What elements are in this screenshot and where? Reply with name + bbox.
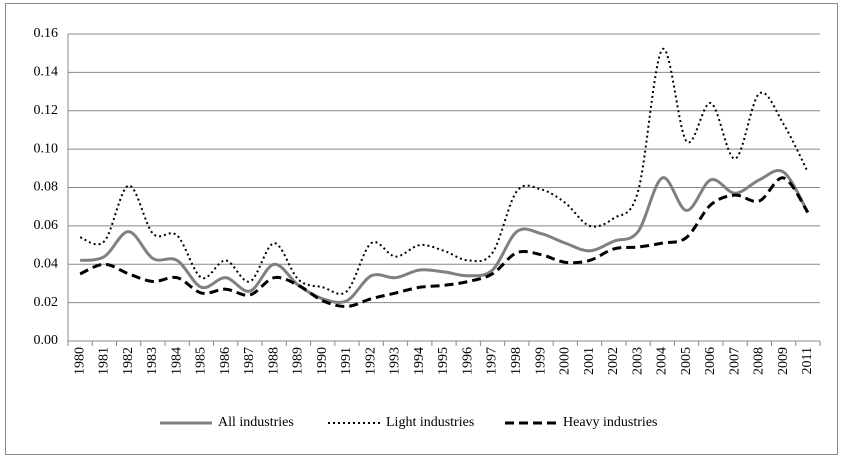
x-tick-label: 1987 xyxy=(242,347,257,375)
y-tick-label: 0.06 xyxy=(34,218,59,233)
x-tick-label: 1993 xyxy=(388,347,403,375)
legend-label: All industries xyxy=(218,415,294,430)
y-tick-label: 0.14 xyxy=(34,65,59,80)
x-tick-label: 1981 xyxy=(97,347,112,375)
chart-frame xyxy=(5,3,838,455)
series-line xyxy=(79,169,810,304)
x-tick-label: 1998 xyxy=(509,347,524,375)
x-tick-label: 1980 xyxy=(72,347,87,375)
x-tick-label: 1997 xyxy=(485,347,500,375)
x-tick-label: 1982 xyxy=(121,347,136,375)
legend-label: Light industries xyxy=(386,415,474,430)
x-tick-label: 2005 xyxy=(679,347,694,375)
x-tick-label: 1985 xyxy=(194,347,209,375)
y-tick-label: 0.16 xyxy=(34,26,59,41)
x-tick-label: 2006 xyxy=(703,347,718,375)
x-tick-label: 1989 xyxy=(291,347,306,375)
x-tick-label: 1984 xyxy=(169,347,184,375)
x-tick-label: 2011 xyxy=(800,347,815,374)
x-tick-label: 2000 xyxy=(558,347,573,375)
y-tick-label: 0.12 xyxy=(34,103,59,118)
y-tick-label: 0.04 xyxy=(34,256,59,271)
x-tick-label: 1992 xyxy=(363,347,378,375)
x-tick-label: 1983 xyxy=(145,347,160,375)
y-tick-label: 0.02 xyxy=(34,295,59,310)
y-tick-label: 0.08 xyxy=(34,180,59,195)
x-tick-label: 1999 xyxy=(533,347,548,375)
y-tick-label: 0.10 xyxy=(34,141,59,156)
x-tick-label: 1995 xyxy=(436,347,451,375)
legend-label: Heavy industries xyxy=(563,415,657,430)
series-line xyxy=(79,176,810,308)
x-tick-label: 2003 xyxy=(630,347,645,375)
x-tick-label: 2007 xyxy=(727,347,742,375)
series-line xyxy=(79,48,809,295)
x-tick-label: 1986 xyxy=(218,347,233,375)
x-tick-label: 1991 xyxy=(339,347,354,375)
x-tick-label: 1994 xyxy=(412,347,427,375)
x-tick-label: 2009 xyxy=(776,347,791,375)
x-tick-label: 1996 xyxy=(460,347,475,375)
x-tick-label: 2004 xyxy=(655,347,670,375)
x-tick-label: 1988 xyxy=(266,347,281,375)
x-tick-label: 1990 xyxy=(315,347,330,375)
x-tick-label: 2002 xyxy=(606,347,621,375)
x-tick-label: 2001 xyxy=(582,347,597,375)
y-tick-label: 0.00 xyxy=(34,333,59,348)
x-tick-label: 2008 xyxy=(752,347,767,375)
